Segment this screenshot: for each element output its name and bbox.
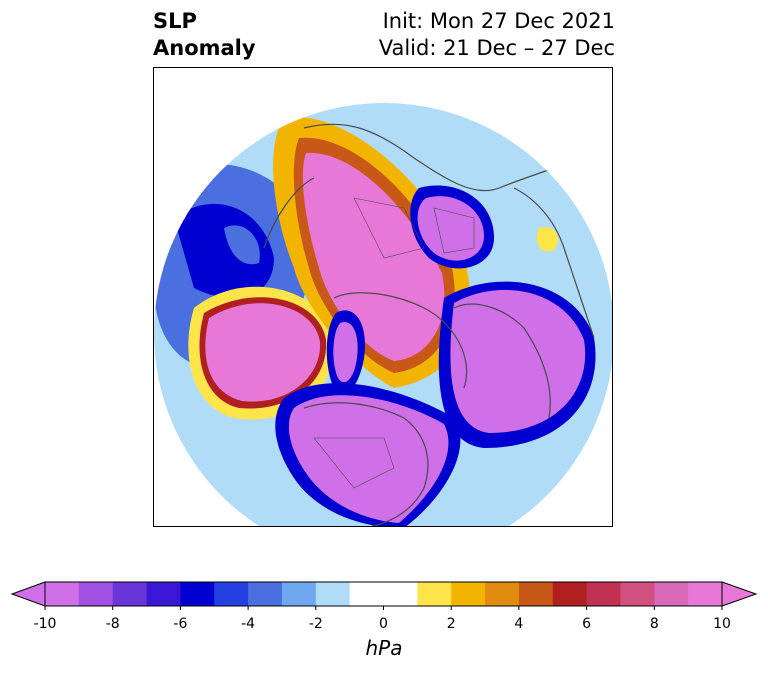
colorbar-segments <box>10 581 758 610</box>
colorbar-swatch <box>620 582 655 606</box>
colorbar-tick-label: 4 <box>514 616 524 632</box>
run-info: Init: Mon 27 Dec 2021 Valid: 21 Dec – 27… <box>379 8 615 62</box>
colorbar-tick-label: -8 <box>105 616 120 632</box>
colorbar-swatch <box>180 582 215 606</box>
colorbar-swatch <box>518 582 554 606</box>
colorbar-tick-label: 6 <box>582 616 592 632</box>
colorbar-tick-label: 8 <box>649 616 659 632</box>
colorbar-swatch <box>214 582 249 606</box>
colorbar <box>10 581 758 610</box>
colorbar-unit-label: hPa <box>365 636 403 660</box>
colorbar-swatch <box>315 582 351 606</box>
colorbar-tick-label: 0 <box>379 616 388 632</box>
colorbar-swatch <box>485 582 520 606</box>
anomaly-negative-baffin-core <box>333 322 358 383</box>
colorbar-tick-label: -2 <box>308 616 323 632</box>
anomaly-negative-west-core <box>174 203 274 298</box>
colorbar-extend-min <box>10 581 46 607</box>
colorbar-tick-label: 2 <box>446 616 456 632</box>
colorbar-swatch <box>112 582 148 606</box>
colorbar-swatch <box>349 582 384 606</box>
anomaly-negative-siberia-core <box>417 196 484 261</box>
colorbar-extend-max <box>721 581 758 607</box>
anomaly-map <box>154 103 612 526</box>
colorbar-swatch <box>383 582 418 606</box>
colorbar-swatch <box>45 582 80 606</box>
colorbar-tick-label: -6 <box>173 616 188 632</box>
map-panel <box>153 67 613 527</box>
colorbar-swatch <box>552 582 588 606</box>
anomaly-negative-atlantic-core <box>450 289 586 433</box>
colorbar-swatch <box>417 582 452 606</box>
colorbar-tick-label: -4 <box>241 616 256 632</box>
colorbar-tick-label: -10 <box>33 616 57 632</box>
chart-title: SLP Anomaly <box>153 8 256 62</box>
coastlines <box>263 123 595 526</box>
colorbar-swatch <box>451 582 486 606</box>
colorbar-swatch <box>688 582 723 606</box>
colorbar-tick-label: 10 <box>713 616 731 632</box>
anomaly-positive-pacific-core <box>205 303 321 402</box>
valid-range: Valid: 21 Dec – 27 Dec <box>378 36 615 60</box>
colorbar-swatch <box>78 582 114 606</box>
colorbar-swatch <box>281 582 317 606</box>
variable-subtitle: Anomaly <box>153 36 256 60</box>
anomaly-negative-north-america-core <box>288 395 449 523</box>
anomaly-positive-east-asia <box>536 227 559 252</box>
colorbar-swatch <box>654 582 689 606</box>
init-time: Init: Mon 27 Dec 2021 <box>382 9 615 33</box>
colorbar-swatch <box>146 582 181 606</box>
anomaly-positive-arctic-core <box>302 152 445 361</box>
anomaly-negative-west-inner <box>224 225 260 265</box>
colorbar-swatch <box>586 582 621 606</box>
political-boundaries <box>313 197 475 489</box>
colorbar-swatch <box>248 582 283 606</box>
variable-name: SLP <box>153 9 197 33</box>
